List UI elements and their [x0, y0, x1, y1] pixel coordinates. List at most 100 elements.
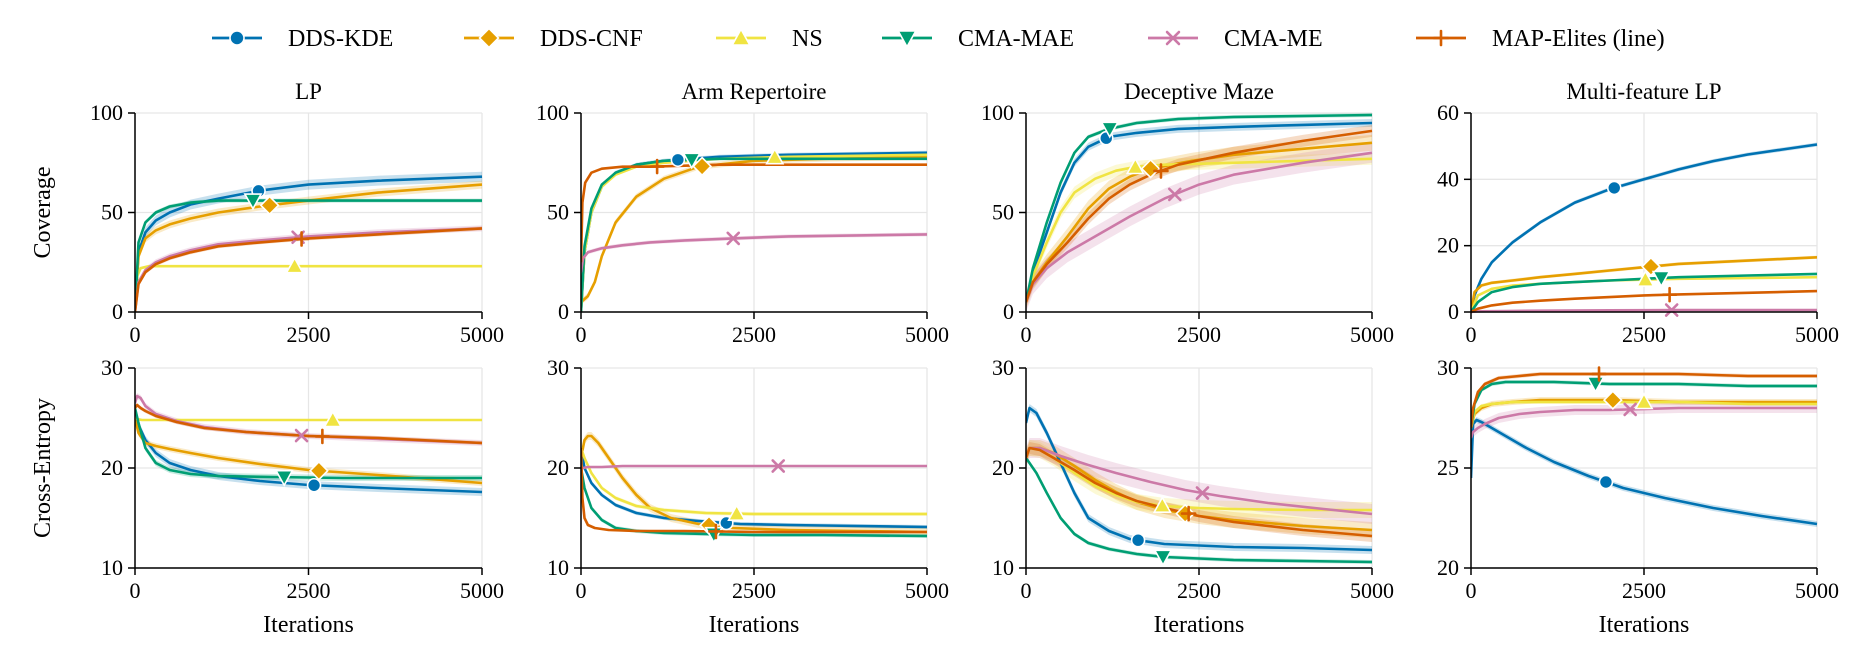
panel-cross-entropy-4: 20 25 30 0 2500 5000 Iterations [1437, 355, 1839, 638]
y-tick-label: 100 [90, 100, 123, 125]
x-tick-label: 5000 [1795, 578, 1839, 603]
y-tick-label: 50 [101, 200, 123, 225]
marker-map-elites-line [1661, 286, 1678, 303]
x-axis-label: Iterations [709, 612, 800, 638]
marker-dds-kde [670, 152, 686, 168]
line-dds-cnf [135, 183, 483, 313]
legend-label: MAP-Elites (line) [1492, 26, 1665, 52]
y-tick-label: 20 [547, 455, 569, 480]
band-cma-me [581, 232, 927, 275]
y-axis-label: Cross-Entropy [30, 398, 56, 538]
x-tick-label: 5000 [1795, 322, 1839, 347]
line-map-elites-line [135, 403, 483, 445]
grid [580, 112, 928, 313]
y-tick-label: 0 [558, 299, 569, 324]
marker-map-elites-line [293, 231, 310, 247]
x-tick-label: 5000 [460, 578, 504, 603]
marker-cma-mae [274, 469, 294, 487]
panel-cross-entropy-1: 10 20 30 0 2500 5000 Iterations Cross-Entropy [30, 355, 504, 638]
line-map-elites-line [1471, 289, 1818, 314]
y-tick-label: 40 [1437, 166, 1459, 191]
x-tick-label: 0 [1466, 578, 1477, 603]
x-tick-label: 2500 [732, 322, 776, 347]
line-dds-kde [135, 175, 483, 313]
x-tick-label: 5000 [1350, 578, 1394, 603]
legend-marker-triangle-up [730, 27, 752, 46]
line-cma-mae [1471, 380, 1817, 429]
panel-coverage-3: 0 50 100 0 2500 5000 Deceptive Maze [981, 79, 1394, 347]
panel-title: Arm Repertoire [682, 79, 827, 104]
grid [580, 367, 928, 569]
y-tick-label: 30 [547, 355, 569, 380]
marker-ns [765, 147, 785, 165]
x-tick-label: 2500 [1177, 322, 1221, 347]
x-tick-label: 2500 [1177, 578, 1221, 603]
band-dds-cnf [1026, 134, 1372, 310]
legend-item-cma-mae: CMA-MAE [882, 26, 1074, 52]
marker-ns [1125, 157, 1145, 175]
x-tick-label: 5000 [905, 322, 949, 347]
x-tick-label: 0 [1466, 322, 1477, 347]
line-dds-kde [1471, 143, 1818, 313]
line-cma-me [1026, 446, 1373, 516]
x-tick-label: 2500 [287, 578, 331, 603]
line-ns [1471, 400, 1817, 429]
marker-cma-me [771, 459, 786, 473]
legend-label: CMA-ME [1224, 26, 1323, 52]
y-tick-label: 50 [547, 200, 569, 225]
marker-dds-kde [1598, 474, 1614, 490]
grid [134, 112, 483, 313]
line-ns [1026, 157, 1373, 303]
x-tick-label: 2500 [1622, 578, 1666, 603]
legend-marker-plus [1432, 29, 1450, 47]
marker-cma-mae [1651, 270, 1671, 288]
band-cma-me [1026, 438, 1372, 524]
x-axis-label: Iterations [1154, 612, 1245, 638]
legend-label: CMA-MAE [958, 26, 1074, 52]
x-tick-label: 0 [130, 322, 141, 347]
line-map-elites-line [581, 163, 927, 263]
y-tick-label: 0 [1448, 299, 1459, 324]
panel-cross-entropy-2: 10 20 30 0 2500 5000 Iterations [547, 355, 949, 638]
y-tick-label: 60 [1437, 100, 1459, 125]
legend-marker-circle [229, 30, 245, 46]
legend-item-ns: NS [716, 26, 823, 52]
series-group [135, 171, 483, 314]
y-tick-label: 30 [101, 355, 123, 380]
line-dds-cnf [581, 434, 928, 534]
y-tick-label: 50 [992, 200, 1014, 225]
legend-item-dds-kde: DDS-KDE [212, 26, 393, 52]
x-tick-label: 5000 [460, 322, 504, 347]
legend-item-map-elites-line: MAP-Elites (line) [1416, 26, 1665, 52]
marker-dds-cnf [692, 156, 713, 177]
band-dds-cnf [135, 180, 482, 314]
marker-ns [727, 503, 747, 521]
line-cma-me [581, 233, 928, 273]
marker-map-elites-line [314, 428, 331, 445]
line-cma-mae [1026, 457, 1373, 564]
x-tick-label: 5000 [905, 578, 949, 603]
marker-dds-cnf [259, 195, 280, 216]
panel-title: Deceptive Maze [1124, 79, 1274, 104]
y-tick-label: 30 [1437, 355, 1459, 380]
marker-map-elites-line [1153, 163, 1169, 179]
marker-map-elites-line [708, 523, 724, 540]
y-tick-label: 0 [112, 299, 123, 324]
x-tick-label: 0 [130, 578, 141, 603]
marker-dds-kde [1130, 532, 1146, 548]
marker-cma-mae [243, 193, 263, 211]
marker-cma-mae [1153, 549, 1173, 567]
series-group [581, 150, 928, 314]
y-tick-label: 100 [981, 100, 1014, 125]
marker-cma-me [726, 231, 741, 246]
y-tick-label: 100 [536, 100, 569, 125]
panel-coverage-2: 0 50 100 0 2500 5000 Arm Repertoire [536, 79, 949, 347]
line-map-elites-line [1471, 372, 1817, 429]
marker-ns [323, 410, 343, 428]
legend-item-dds-cnf: DDS-CNF [464, 26, 643, 52]
y-tick-label: 20 [1437, 555, 1459, 580]
marker-ns [285, 256, 305, 274]
marker-map-elites-line [1591, 366, 1607, 382]
